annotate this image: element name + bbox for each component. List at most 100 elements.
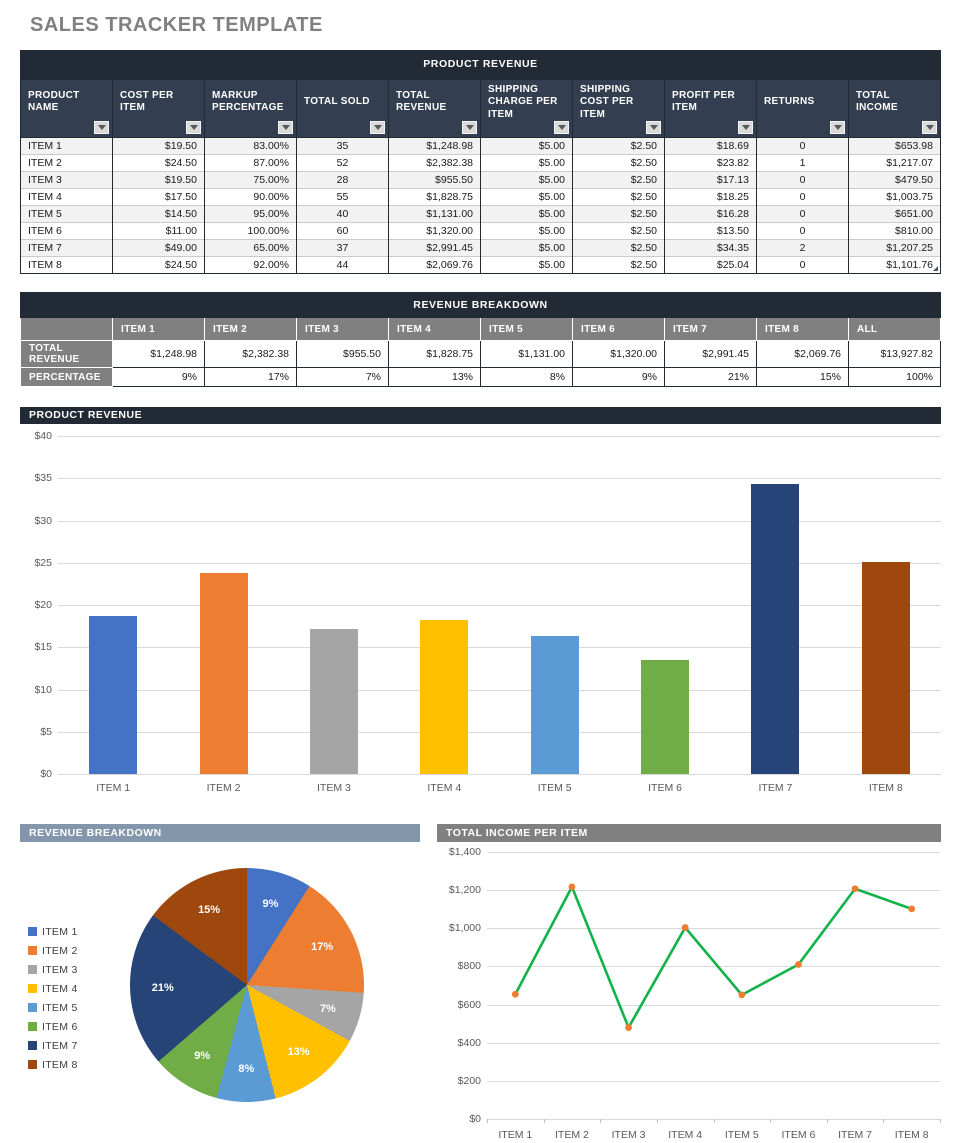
table-cell[interactable]: $13,927.82 xyxy=(848,340,941,368)
table-cell[interactable]: $1,101.76 xyxy=(848,256,941,274)
table-cell[interactable]: $1,828.75 xyxy=(388,340,481,368)
table-cell[interactable]: 13% xyxy=(388,367,481,387)
table-cell[interactable]: 35 xyxy=(296,137,389,155)
table-cell[interactable]: $19.50 xyxy=(112,171,205,189)
table-cell[interactable]: $2.50 xyxy=(572,188,665,206)
table-cell[interactable]: 28 xyxy=(296,171,389,189)
table-cell[interactable]: $5.00 xyxy=(480,222,573,240)
table-cell[interactable]: 90.00% xyxy=(204,188,297,206)
table-cell[interactable]: $2.50 xyxy=(572,205,665,223)
filter-dropdown-icon[interactable] xyxy=(94,121,109,134)
table-cell[interactable]: 95.00% xyxy=(204,205,297,223)
table-cell[interactable]: 0 xyxy=(756,205,849,223)
table-cell[interactable]: 100.00% xyxy=(204,222,297,240)
table-cell[interactable]: $14.50 xyxy=(112,205,205,223)
filter-dropdown-icon[interactable] xyxy=(554,121,569,134)
table-cell[interactable]: ITEM 4 xyxy=(20,188,113,206)
table-cell[interactable]: $18.69 xyxy=(664,137,757,155)
table-cell[interactable]: 37 xyxy=(296,239,389,257)
table-cell[interactable]: $2,991.45 xyxy=(388,239,481,257)
table-cell[interactable]: $5.00 xyxy=(480,205,573,223)
table-cell[interactable]: $5.00 xyxy=(480,188,573,206)
table-cell[interactable]: $2.50 xyxy=(572,256,665,274)
table-cell[interactable]: 44 xyxy=(296,256,389,274)
table-cell[interactable]: $2.50 xyxy=(572,171,665,189)
table-cell[interactable]: 2 xyxy=(756,239,849,257)
table-cell[interactable]: $1,003.75 xyxy=(848,188,941,206)
table-cell[interactable]: $1,207.25 xyxy=(848,239,941,257)
table-cell[interactable]: ITEM 2 xyxy=(20,154,113,172)
table-cell[interactable]: $1,131.00 xyxy=(388,205,481,223)
table-cell[interactable]: $5.00 xyxy=(480,256,573,274)
table-cell[interactable]: $11.00 xyxy=(112,222,205,240)
table-cell[interactable]: 0 xyxy=(756,222,849,240)
table-cell[interactable]: $24.50 xyxy=(112,154,205,172)
table-cell[interactable]: $2.50 xyxy=(572,239,665,257)
table-cell[interactable]: $1,248.98 xyxy=(388,137,481,155)
table-cell[interactable]: $2,991.45 xyxy=(664,340,757,368)
table-cell[interactable]: $1,217.07 xyxy=(848,154,941,172)
table-cell[interactable]: $5.00 xyxy=(480,239,573,257)
table-cell[interactable]: $49.00 xyxy=(112,239,205,257)
table-cell[interactable]: $5.00 xyxy=(480,154,573,172)
table-cell[interactable]: $2.50 xyxy=(572,137,665,155)
table-cell[interactable]: 17% xyxy=(204,367,297,387)
table-cell[interactable]: $25.04 xyxy=(664,256,757,274)
table-cell[interactable]: $17.13 xyxy=(664,171,757,189)
table-cell[interactable]: 8% xyxy=(480,367,573,387)
table-cell[interactable]: $2,382.38 xyxy=(388,154,481,172)
table-cell[interactable]: $955.50 xyxy=(388,171,481,189)
table-cell[interactable]: $955.50 xyxy=(296,340,389,368)
table-cell[interactable]: 52 xyxy=(296,154,389,172)
table-cell[interactable]: $653.98 xyxy=(848,137,941,155)
filter-dropdown-icon[interactable] xyxy=(462,121,477,134)
table-cell[interactable]: $1,320.00 xyxy=(572,340,665,368)
table-cell[interactable]: 0 xyxy=(756,188,849,206)
table-cell[interactable]: $17.50 xyxy=(112,188,205,206)
table-cell[interactable]: $13.50 xyxy=(664,222,757,240)
table-cell[interactable]: ITEM 8 xyxy=(20,256,113,274)
table-cell[interactable]: $24.50 xyxy=(112,256,205,274)
table-cell[interactable]: 55 xyxy=(296,188,389,206)
table-cell[interactable]: 87.00% xyxy=(204,154,297,172)
table-cell[interactable]: 60 xyxy=(296,222,389,240)
table-cell[interactable]: $19.50 xyxy=(112,137,205,155)
table-cell[interactable]: 1 xyxy=(756,154,849,172)
table-cell[interactable]: 9% xyxy=(112,367,205,387)
table-cell[interactable]: $810.00 xyxy=(848,222,941,240)
table-cell[interactable]: 9% xyxy=(572,367,665,387)
filter-dropdown-icon[interactable] xyxy=(830,121,845,134)
filter-dropdown-icon[interactable] xyxy=(922,121,937,134)
table-cell[interactable]: $2,382.38 xyxy=(204,340,297,368)
table-cell[interactable]: $1,131.00 xyxy=(480,340,573,368)
table-cell[interactable]: $5.00 xyxy=(480,171,573,189)
filter-dropdown-icon[interactable] xyxy=(646,121,661,134)
table-cell[interactable]: 92.00% xyxy=(204,256,297,274)
table-cell[interactable]: 75.00% xyxy=(204,171,297,189)
table-cell[interactable]: $1,248.98 xyxy=(112,340,205,368)
table-cell[interactable]: $2.50 xyxy=(572,222,665,240)
table-cell[interactable]: 0 xyxy=(756,256,849,274)
table-cell[interactable]: $2,069.76 xyxy=(388,256,481,274)
table-cell[interactable]: $2.50 xyxy=(572,154,665,172)
table-cell[interactable]: $5.00 xyxy=(480,137,573,155)
table-cell[interactable]: $1,828.75 xyxy=(388,188,481,206)
filter-dropdown-icon[interactable] xyxy=(370,121,385,134)
table-cell[interactable]: 0 xyxy=(756,171,849,189)
table-cell[interactable]: 65.00% xyxy=(204,239,297,257)
table-cell[interactable]: $1,320.00 xyxy=(388,222,481,240)
table-cell[interactable]: 100% xyxy=(848,367,941,387)
table-cell[interactable]: ITEM 3 xyxy=(20,171,113,189)
table-cell[interactable]: $16.28 xyxy=(664,205,757,223)
table-cell[interactable]: 15% xyxy=(756,367,849,387)
resize-handle-icon[interactable] xyxy=(933,266,938,271)
table-cell[interactable]: $18.25 xyxy=(664,188,757,206)
table-cell[interactable]: $34.35 xyxy=(664,239,757,257)
table-cell[interactable]: 0 xyxy=(756,137,849,155)
table-cell[interactable]: ITEM 6 xyxy=(20,222,113,240)
filter-dropdown-icon[interactable] xyxy=(186,121,201,134)
table-cell[interactable]: 21% xyxy=(664,367,757,387)
table-cell[interactable]: 7% xyxy=(296,367,389,387)
table-cell[interactable]: 40 xyxy=(296,205,389,223)
table-cell[interactable]: ITEM 5 xyxy=(20,205,113,223)
